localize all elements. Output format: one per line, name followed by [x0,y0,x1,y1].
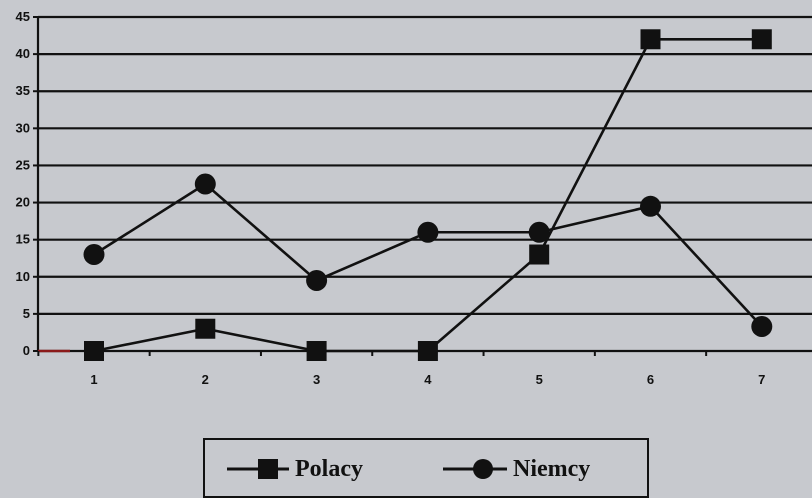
x-tick-label: 6 [647,372,654,387]
series-line-polacy [93,37,762,353]
y-tick-label: 15 [16,232,30,247]
legend-marker-circle-icon [443,459,507,479]
y-tick-label: 0 [23,343,30,358]
y-axis-ticks: 0 5 10 15 20 25 30 35 40 45 [16,9,30,358]
y-tick-label: 30 [16,120,30,135]
point-polacy [751,29,772,50]
x-tick-label: 2 [202,372,209,387]
point-niemcy [306,269,328,291]
x-tick-label: 3 [313,372,320,387]
y-tick-label: 40 [16,46,30,61]
y-tick-label: 10 [16,269,30,284]
point-polacy [195,318,216,339]
series-layer [83,29,773,361]
y-tick-label: 25 [16,157,30,172]
point-niemcy [640,195,661,217]
point-niemcy [417,221,439,243]
y-tick-label: 20 [16,195,30,210]
point-niemcy [751,316,773,338]
x-tick-label: 1 [90,372,97,387]
point-polacy [84,341,104,361]
series-line-niemcy [93,182,763,328]
point-polacy [417,341,438,361]
gridlines [33,15,812,356]
point-polacy [640,29,661,50]
point-niemcy [194,173,216,195]
legend-label-polacy: Polacy [295,456,363,482]
point-polacy [306,341,327,361]
legend-label-niemcy: Niemcy [513,456,591,482]
x-axis-ticks: 1 2 3 4 5 6 7 [90,372,765,387]
point-niemcy [83,244,105,266]
y-tick-label: 5 [23,306,30,321]
x-tick-label: 4 [424,372,432,387]
legend-marker-square-icon [227,459,289,479]
y-tick-label: 45 [16,9,30,24]
x-tick-label: 7 [758,372,765,387]
point-polacy [529,244,550,265]
point-niemcy [528,221,550,243]
y-tick-label: 35 [16,83,30,98]
legend: Polacy Niemcy [203,438,649,498]
x-tick-label: 5 [536,372,543,387]
